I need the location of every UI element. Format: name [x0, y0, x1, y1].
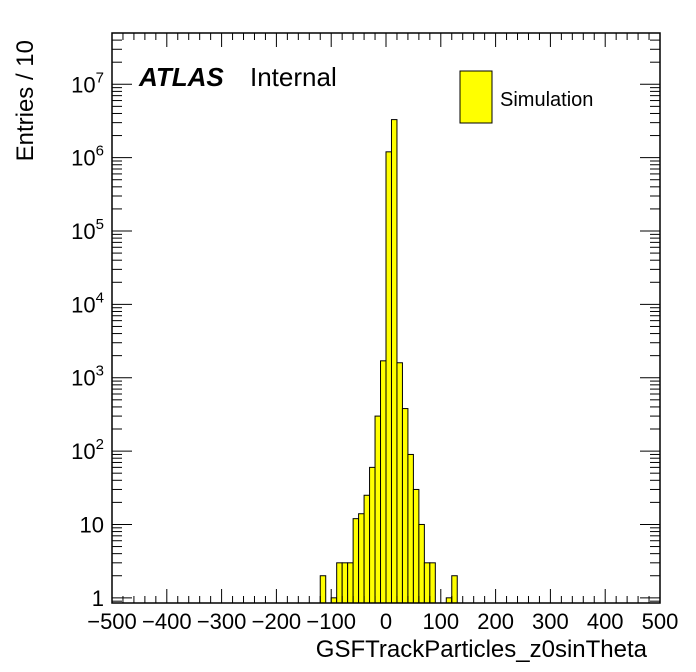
histogram-bar — [412, 488, 420, 604]
y-tick-label: 105 — [71, 216, 104, 244]
y-axis-ticks — [112, 32, 660, 602]
x-tick-label: 300 — [532, 609, 569, 634]
y-tick-label: 102 — [71, 436, 104, 464]
histogram-bar — [369, 466, 376, 604]
histogram-bar — [423, 562, 431, 604]
x-tick-label: −400 — [142, 609, 192, 634]
histogram-bar — [319, 575, 327, 604]
histogram-bar — [418, 523, 425, 604]
x-tick-label: −300 — [197, 609, 247, 634]
histogram-bar — [374, 415, 382, 604]
internal-label: Internal — [250, 62, 337, 92]
histogram-bar — [358, 513, 365, 604]
histogram-bar — [330, 597, 338, 604]
histogram-bar — [429, 562, 436, 604]
legend-entry-label: Simulation — [500, 89, 593, 111]
histogram-bar — [407, 453, 414, 604]
y-tick-label: 104 — [71, 289, 104, 317]
atlas-label: ATLAS — [138, 62, 224, 92]
histogram-bar — [401, 408, 409, 604]
plot-frame — [111, 32, 661, 604]
y-tick-label: 103 — [71, 363, 104, 391]
histogram-bars — [319, 119, 458, 604]
histogram-bar — [341, 562, 349, 604]
histogram-bar — [385, 151, 392, 604]
histogram-bar — [396, 362, 403, 604]
y-tick-label: 10 — [80, 512, 104, 537]
legend-swatch — [459, 70, 493, 124]
y-tick-label: 1 — [92, 586, 104, 611]
histogram-bar — [380, 360, 387, 604]
histogram-bar — [352, 518, 360, 604]
x-axis-title: GSFTrackParticles_z0sinTheta — [316, 636, 648, 663]
y-tick-labels: 1 10 102 103 104 105 106 107 — [71, 69, 104, 611]
histogram-bar — [451, 575, 458, 604]
x-tick-label: −200 — [252, 609, 302, 634]
x-tick-label: 500 — [642, 609, 679, 634]
x-tick-label: −500 — [87, 609, 137, 634]
x-tick-label: −100 — [306, 609, 356, 634]
y-tick-label: 107 — [71, 69, 104, 97]
x-tick-label: 100 — [422, 609, 459, 634]
x-tick-label: 200 — [477, 609, 514, 634]
x-tick-label: 400 — [587, 609, 624, 634]
x-tick-labels: −500 −400 −300 −200 −100 0 100 200 300 400 500 — [87, 609, 678, 634]
histogram-bar — [363, 494, 371, 604]
histogram-bar — [445, 597, 453, 604]
histogram-bar — [336, 562, 343, 604]
histogram-bar — [390, 119, 398, 604]
y-tick-label: 106 — [71, 143, 104, 171]
legend: Simulation — [459, 70, 593, 124]
histogram-bar — [347, 562, 354, 604]
y-axis-title: Entries / 10 — [12, 40, 39, 161]
x-axis-ticks — [111, 33, 661, 603]
x-tick-label: 0 — [380, 609, 392, 634]
